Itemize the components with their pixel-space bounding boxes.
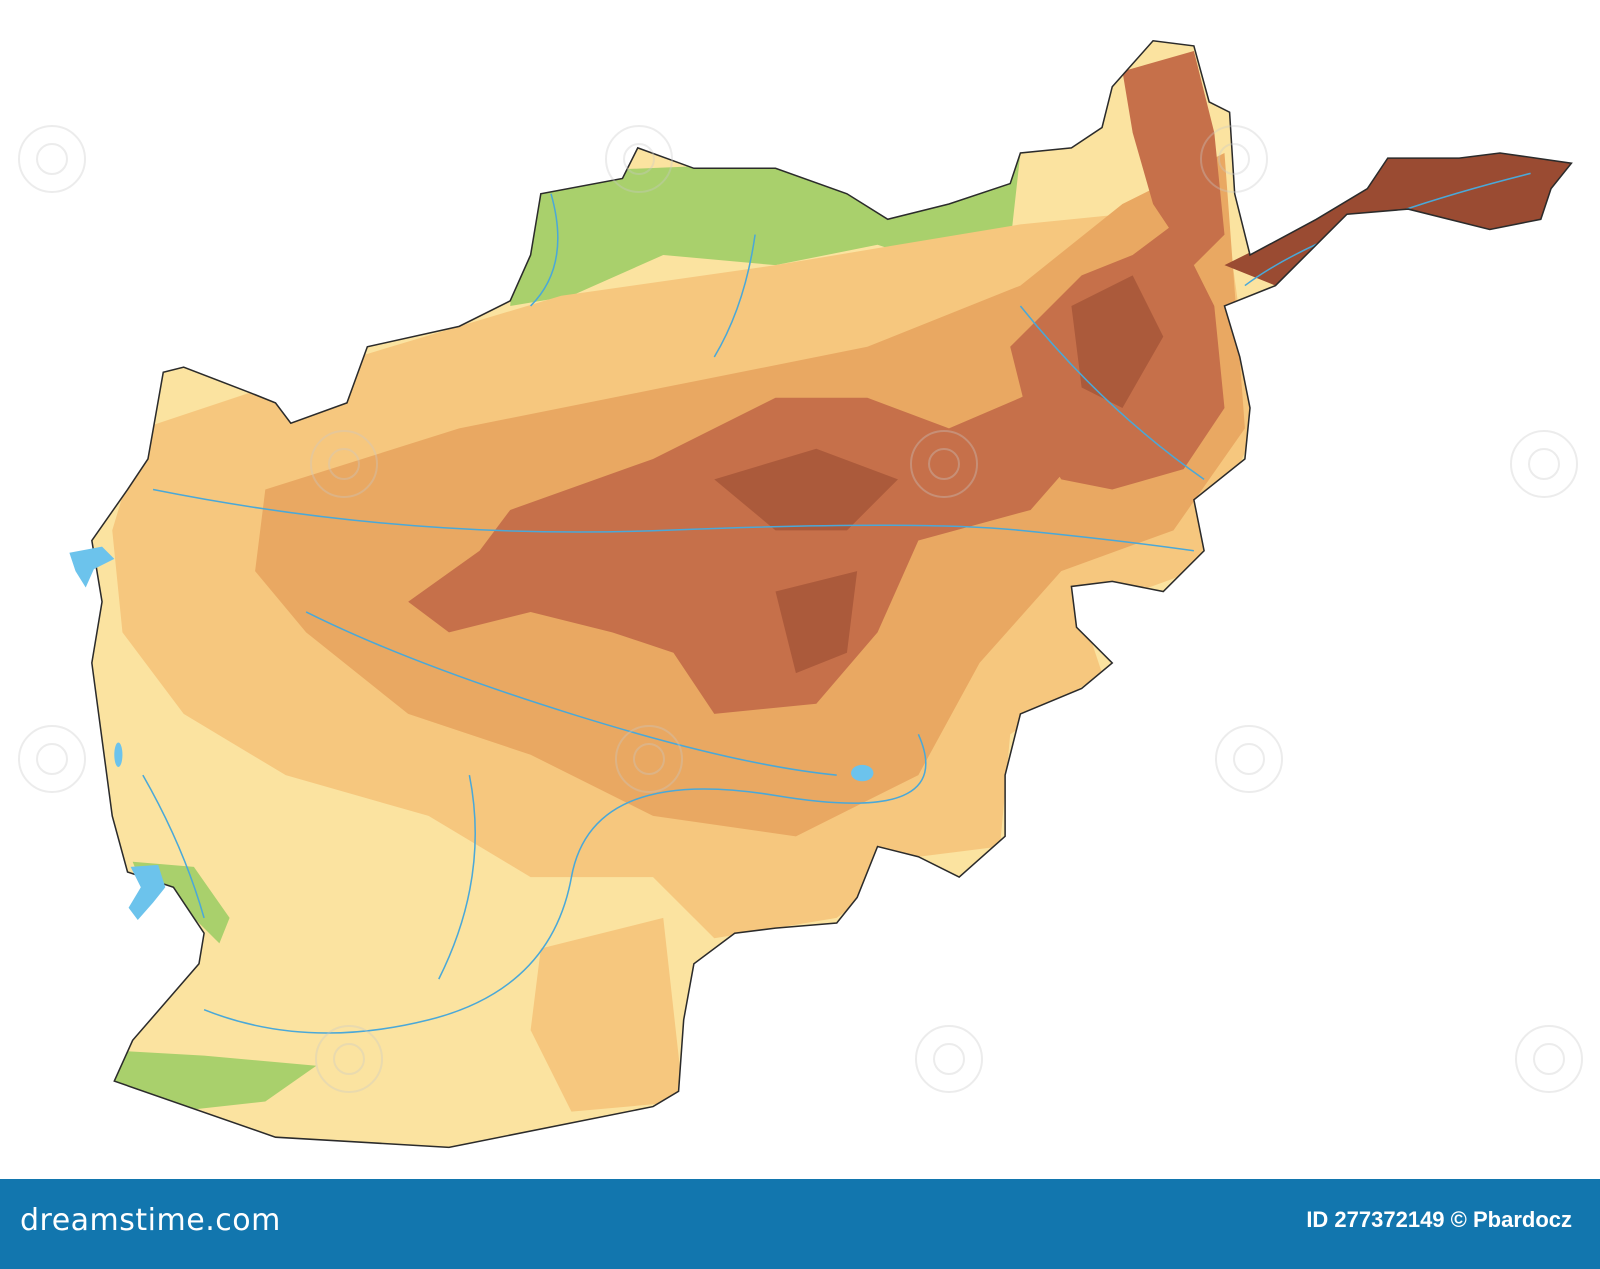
watermark-icon	[605, 125, 673, 193]
mountain-badakhshan	[1122, 50, 1225, 266]
watermark-icon	[1510, 430, 1578, 498]
lake-small-west	[114, 742, 123, 767]
watermark-icon	[1515, 1025, 1583, 1093]
image-credit: ID 277372149 © Pbardocz	[1306, 1207, 1572, 1232]
watermark-icon	[1200, 125, 1268, 193]
plateau-south	[530, 917, 684, 1112]
lake-hamun	[128, 864, 166, 920]
dreamstime-logo[interactable]: dreamstime.com	[20, 1203, 281, 1238]
lakes	[69, 546, 874, 920]
watermark-icon	[18, 125, 86, 193]
watermark-icon	[615, 725, 683, 793]
watermark-icon	[310, 430, 378, 498]
watermark-icon	[18, 725, 86, 793]
lake-west	[69, 546, 115, 588]
watermark-icon	[1215, 725, 1283, 793]
country-border	[91, 39, 1573, 1149]
watermark-icon	[315, 1025, 383, 1093]
green-south-plain	[112, 1050, 317, 1112]
afghanistan-physical-map	[69, 39, 1573, 1149]
lake-ghazni	[851, 764, 874, 782]
watermark-icon	[915, 1025, 983, 1093]
peak-zone	[714, 275, 1164, 674]
watermark-icon	[910, 430, 978, 498]
footer-bar: dreamstime.com ID 277372149 © Pbardocz	[0, 1179, 1600, 1269]
